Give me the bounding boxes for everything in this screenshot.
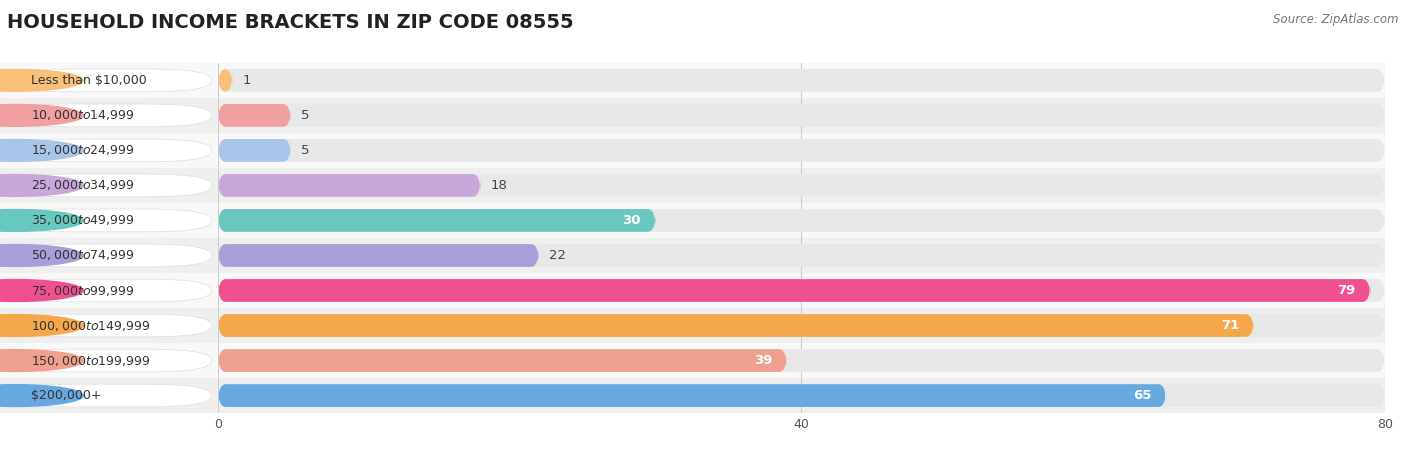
FancyBboxPatch shape (4, 314, 211, 337)
FancyBboxPatch shape (218, 244, 538, 267)
Text: $200,000+: $200,000+ (31, 389, 101, 402)
Text: Source: ZipAtlas.com: Source: ZipAtlas.com (1274, 13, 1399, 26)
Bar (0, 273, 218, 308)
Text: 71: 71 (1220, 319, 1239, 332)
FancyBboxPatch shape (4, 384, 211, 407)
Text: 1: 1 (243, 74, 252, 87)
Bar (0, 168, 218, 203)
Text: 22: 22 (550, 249, 567, 262)
Text: 79: 79 (1337, 284, 1355, 297)
Bar (0, 343, 218, 378)
Bar (218, 203, 1385, 238)
Circle shape (0, 350, 83, 371)
Text: HOUSEHOLD INCOME BRACKETS IN ZIP CODE 08555: HOUSEHOLD INCOME BRACKETS IN ZIP CODE 08… (7, 13, 574, 32)
Bar (0, 203, 218, 238)
Bar (0, 308, 218, 343)
Text: $10,000 to $14,999: $10,000 to $14,999 (31, 108, 134, 123)
Bar (0, 63, 218, 98)
Bar (218, 273, 1385, 308)
Text: $25,000 to $34,999: $25,000 to $34,999 (31, 178, 134, 193)
FancyBboxPatch shape (4, 104, 211, 127)
FancyBboxPatch shape (218, 104, 1385, 127)
Bar (218, 133, 1385, 168)
Circle shape (0, 105, 83, 126)
Bar (218, 378, 1385, 413)
Bar (218, 63, 1385, 98)
FancyBboxPatch shape (4, 279, 211, 302)
Bar (218, 98, 1385, 133)
FancyBboxPatch shape (4, 244, 211, 267)
FancyBboxPatch shape (218, 349, 787, 372)
FancyBboxPatch shape (218, 174, 481, 197)
FancyBboxPatch shape (218, 279, 1385, 302)
FancyBboxPatch shape (218, 244, 1385, 267)
Text: 39: 39 (754, 354, 772, 367)
FancyBboxPatch shape (218, 384, 1385, 407)
FancyBboxPatch shape (4, 69, 211, 92)
Text: $35,000 to $49,999: $35,000 to $49,999 (31, 213, 134, 228)
FancyBboxPatch shape (218, 69, 232, 92)
FancyBboxPatch shape (218, 279, 1371, 302)
Bar (218, 308, 1385, 343)
Circle shape (0, 210, 83, 231)
Text: 30: 30 (623, 214, 641, 227)
Bar (0, 378, 218, 413)
Text: $150,000 to $199,999: $150,000 to $199,999 (31, 353, 150, 368)
Text: $75,000 to $99,999: $75,000 to $99,999 (31, 283, 134, 298)
Bar (0, 238, 218, 273)
Text: $15,000 to $24,999: $15,000 to $24,999 (31, 143, 134, 158)
FancyBboxPatch shape (218, 139, 291, 162)
FancyBboxPatch shape (218, 139, 1385, 162)
Bar (218, 343, 1385, 378)
FancyBboxPatch shape (218, 349, 1385, 372)
FancyBboxPatch shape (4, 349, 211, 372)
FancyBboxPatch shape (218, 69, 1385, 92)
Bar (0, 133, 218, 168)
FancyBboxPatch shape (218, 104, 291, 127)
Circle shape (0, 70, 83, 91)
FancyBboxPatch shape (218, 174, 1385, 197)
Text: $100,000 to $149,999: $100,000 to $149,999 (31, 318, 150, 333)
Circle shape (0, 280, 83, 301)
Text: Less than $10,000: Less than $10,000 (31, 74, 146, 87)
Circle shape (0, 385, 83, 406)
Bar (218, 168, 1385, 203)
Circle shape (0, 140, 83, 161)
Text: $50,000 to $74,999: $50,000 to $74,999 (31, 248, 134, 263)
FancyBboxPatch shape (218, 209, 1385, 232)
Circle shape (0, 175, 83, 196)
Circle shape (0, 245, 83, 266)
FancyBboxPatch shape (218, 384, 1166, 407)
FancyBboxPatch shape (4, 209, 211, 232)
Bar (218, 238, 1385, 273)
Circle shape (0, 315, 83, 336)
FancyBboxPatch shape (218, 314, 1385, 337)
Bar (0, 98, 218, 133)
FancyBboxPatch shape (4, 139, 211, 162)
Text: 5: 5 (301, 144, 309, 157)
Text: 18: 18 (491, 179, 508, 192)
FancyBboxPatch shape (4, 174, 211, 197)
FancyBboxPatch shape (218, 209, 655, 232)
FancyBboxPatch shape (218, 314, 1254, 337)
Text: 65: 65 (1133, 389, 1152, 402)
Text: 5: 5 (301, 109, 309, 122)
